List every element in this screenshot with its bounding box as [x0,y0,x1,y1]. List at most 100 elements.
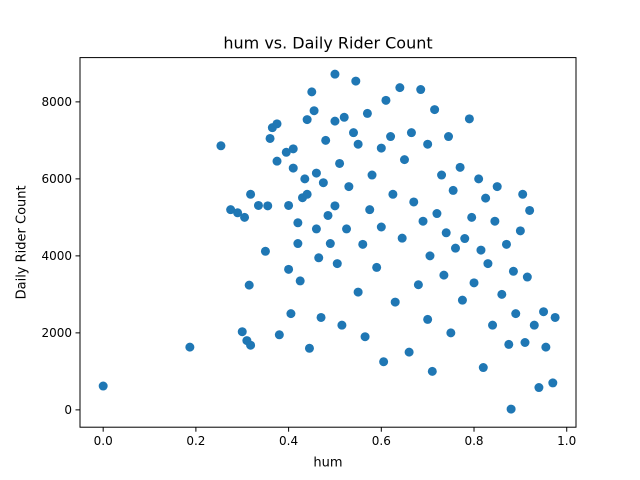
scatter-point [469,278,479,288]
scatter-point [467,212,477,222]
scatter-point [314,253,324,263]
scatter-point [244,280,254,290]
x-tick-label: 0.4 [279,434,298,448]
y-tick-label: 0 [64,403,72,417]
scatter-point [353,139,363,149]
scatter-point [260,246,270,256]
x-tick-label: 0.0 [94,434,113,448]
scatter-point [399,155,409,165]
scatter-point [488,320,498,330]
scatter-point [281,147,291,157]
scatter-point [302,115,312,125]
scatter-point [284,200,294,210]
scatter-point [216,141,226,151]
scatter-point [272,119,282,129]
scatter-point [439,270,449,280]
scatter-point [541,342,551,352]
x-tick-label: 0.6 [372,434,391,448]
scatter-point [246,189,256,199]
scatter-point [492,182,502,192]
scatter-point [441,228,451,238]
scatter-point [478,363,488,373]
scatter-point [483,259,493,269]
scatter-point [304,343,314,353]
scatter-point [525,205,535,215]
scatter-point [339,112,349,122]
scatter-point [550,312,560,322]
scatter-point [404,347,414,357]
scatter-point [515,226,525,236]
scatter-point [390,297,400,307]
scatter-point [344,182,354,192]
scatter-point [497,289,507,299]
scatter-point [409,197,419,207]
scatter-point [406,128,416,138]
scatter-point [240,212,250,222]
scatter-point [520,338,530,347]
scatter-point [365,205,375,215]
scatter-point [397,233,407,243]
scatter-point [490,216,500,226]
scatter-point [423,314,433,324]
scatter-point [185,342,195,352]
scatter-point [246,340,256,350]
y-tick-label: 4000 [41,249,72,263]
scatter-point [534,383,544,393]
scatter-point [457,295,467,305]
scatter-point [501,239,511,249]
scatter-point [362,108,372,118]
scatter-point [548,378,558,388]
scatter-point [300,174,310,184]
scatter-point [288,163,298,173]
ticks-layer: 0.0 0.2 0.4 0.6 0.8 1.0 0 2000 4000 6000 8000 [41,95,576,448]
scatter-point [367,170,377,180]
scatter-point [325,239,335,249]
scatter-point [506,404,516,414]
scatter-point [351,76,361,86]
scatter-point [342,224,352,234]
scatter-point [432,209,442,219]
scatter-point [226,205,236,215]
plot-frame [79,57,577,428]
scatter-point [522,272,532,282]
scatter-point [353,287,363,297]
scatter-point [386,132,396,142]
scatter-point [318,178,328,188]
scatter-point [474,174,484,184]
scatter-point [381,95,391,105]
scatter-point [376,222,386,232]
scatter-point [358,239,368,249]
scatter-point [430,105,440,115]
scatter-point [476,245,486,255]
scatter-point [330,69,340,79]
scatter-point [388,189,398,199]
x-axis-label: hum [313,456,342,471]
scatter-point [423,139,433,149]
scatter-point [295,276,305,286]
scatter-point [460,234,470,244]
scatter-point [416,85,426,95]
y-tick-label: 8000 [41,95,72,109]
scatter-point [233,208,243,218]
scatter-point [98,381,108,391]
y-tick-label: 6000 [41,172,72,186]
scatter-point [335,158,345,168]
scatter-point [455,162,465,172]
scatter-point [481,193,491,203]
scatter-point [504,339,514,349]
y-axis-label: Daily Rider Count [15,185,30,299]
scatter-point [288,144,298,154]
scatter-point [323,210,333,220]
scatter-point [274,330,284,340]
scatter-point [395,83,405,93]
scatter-point [376,143,386,153]
scatter-point [444,132,454,142]
points-layer [98,69,560,414]
scatter-point [265,133,275,143]
scatter-point [284,264,294,274]
scatter-point [464,114,474,124]
scatter-point [413,280,423,290]
scatter-point [529,320,539,330]
scatter-point [286,309,296,319]
